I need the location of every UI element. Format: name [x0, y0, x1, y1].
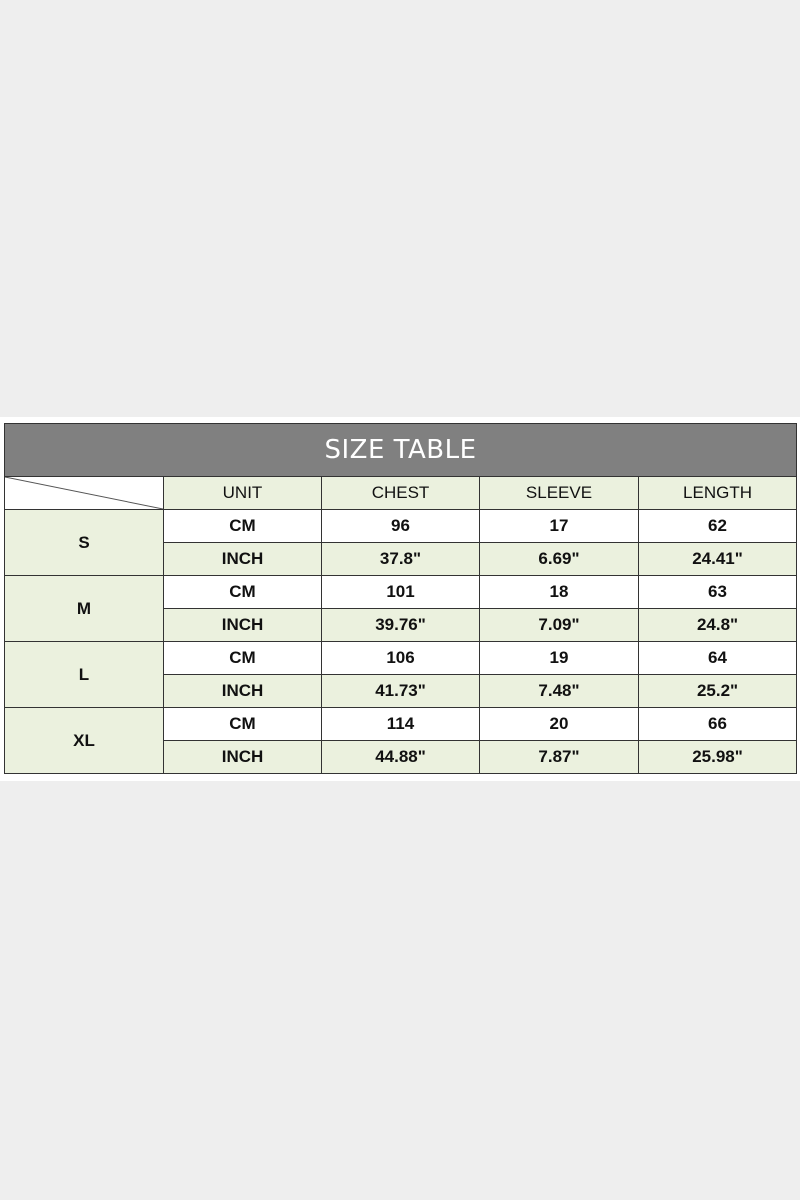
unit-cell: INCH — [163, 740, 322, 774]
value-cell: 24.41" — [637, 542, 798, 576]
unit-cell: INCH — [163, 608, 322, 642]
unit-cell: CM — [163, 509, 322, 543]
value-cell: 24.8" — [637, 608, 798, 642]
unit-cell: INCH — [163, 542, 322, 576]
table-row: INCH 44.88" 7.87" 25.98" — [5, 740, 798, 774]
value-cell: 62 — [637, 509, 798, 543]
table-row: INCH 41.73" 7.48" 25.2" — [5, 674, 798, 708]
value-cell: 19 — [479, 641, 639, 675]
table-row: S CM 96 17 62 — [4, 509, 798, 576]
value-cell: 25.2" — [637, 674, 798, 708]
header-length: LENGTH — [637, 476, 798, 510]
table-row: INCH 37.8" 6.69" 24.41" — [5, 542, 798, 576]
value-cell: 25.98" — [637, 740, 798, 774]
table-row: L CM 106 19 64 — [4, 641, 798, 708]
value-cell: 6.69" — [479, 542, 639, 576]
unit-cell: CM — [163, 707, 322, 741]
table-row: M CM 101 18 63 — [4, 575, 798, 642]
unit-cell: INCH — [163, 674, 322, 708]
header-chest: CHEST — [321, 476, 480, 510]
size-table: SIZE TABLE UNIT CHEST SLEEVE LENGTH S CM 9… — [3, 423, 798, 774]
table-row: XL CM 114 20 66 — [4, 707, 798, 774]
size-label: XL — [4, 707, 164, 774]
header-unit: UNIT — [163, 476, 322, 510]
value-cell: 37.8" — [321, 542, 480, 576]
value-cell: 17 — [479, 509, 639, 543]
header-sleeve: SLEEVE — [479, 476, 639, 510]
table-title: SIZE TABLE — [3, 423, 798, 477]
table-row: INCH 39.76" 7.09" 24.8" — [5, 608, 798, 642]
size-label: M — [4, 575, 164, 642]
value-cell: 106 — [321, 641, 480, 675]
value-cell: 41.73" — [321, 674, 480, 708]
value-cell: 20 — [479, 707, 639, 741]
unit-cell: CM — [163, 575, 322, 609]
value-cell: 63 — [637, 575, 798, 609]
size-label: L — [4, 641, 164, 708]
value-cell: 101 — [321, 575, 480, 609]
value-cell: 18 — [479, 575, 639, 609]
value-cell: 96 — [321, 509, 480, 543]
value-cell: 39.76" — [321, 608, 480, 642]
unit-cell: CM — [163, 641, 322, 675]
corner-cell — [4, 476, 164, 510]
value-cell: 7.09" — [479, 608, 639, 642]
value-cell: 64 — [637, 641, 798, 675]
value-cell: 7.48" — [479, 674, 639, 708]
size-label: S — [4, 509, 164, 576]
value-cell: 7.87" — [479, 740, 639, 774]
value-cell: 44.88" — [321, 740, 480, 774]
value-cell: 114 — [321, 707, 480, 741]
value-cell: 66 — [637, 707, 798, 741]
